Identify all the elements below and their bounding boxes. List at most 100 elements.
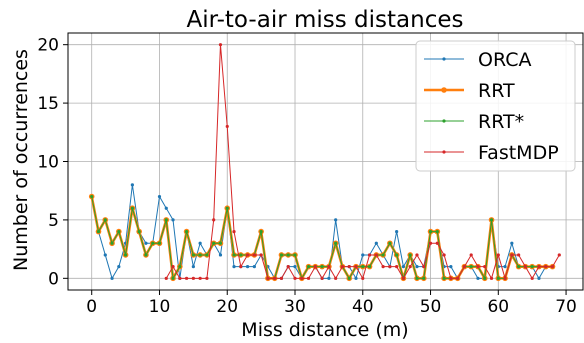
data-point xyxy=(212,241,216,245)
data-point xyxy=(178,265,182,269)
data-point xyxy=(245,253,250,257)
data-point xyxy=(510,241,514,245)
data-point xyxy=(259,229,263,234)
data-point xyxy=(178,276,182,280)
data-point xyxy=(110,241,114,245)
data-point xyxy=(483,265,487,269)
series-fastmdp xyxy=(164,43,561,280)
data-point xyxy=(347,276,351,280)
data-point xyxy=(435,229,439,234)
data-point xyxy=(212,218,216,222)
data-point xyxy=(151,241,155,245)
x-tick-label: 20 xyxy=(216,297,238,317)
data-point xyxy=(510,253,514,257)
data-point xyxy=(123,253,128,257)
data-point xyxy=(306,276,311,280)
y-tick-label: 0 xyxy=(48,269,59,289)
data-point xyxy=(164,218,168,222)
data-point xyxy=(198,253,202,257)
data-point xyxy=(395,253,399,257)
data-point xyxy=(157,194,162,199)
data-point xyxy=(225,206,229,210)
data-point xyxy=(374,253,378,257)
data-point xyxy=(110,276,114,280)
data-point xyxy=(164,276,168,280)
data-point xyxy=(130,206,134,210)
data-point xyxy=(144,241,148,245)
data-point xyxy=(117,229,121,234)
data-point xyxy=(218,43,223,47)
data-point xyxy=(381,253,385,257)
data-point xyxy=(462,265,467,269)
data-point xyxy=(476,265,480,269)
data-point xyxy=(354,276,358,280)
data-point xyxy=(476,276,480,280)
data-point xyxy=(286,265,290,269)
data-point xyxy=(232,253,236,257)
data-point xyxy=(239,253,243,257)
legend-marker xyxy=(441,87,447,93)
data-point xyxy=(293,253,297,257)
data-point xyxy=(530,265,534,269)
x-tick-label: 50 xyxy=(420,297,442,317)
data-point xyxy=(144,253,148,257)
data-point xyxy=(537,276,541,280)
data-point xyxy=(496,276,500,280)
data-point xyxy=(361,253,365,257)
data-point xyxy=(354,265,358,269)
data-point xyxy=(422,265,426,269)
data-point xyxy=(334,276,338,280)
series-layer xyxy=(88,43,561,282)
data-point xyxy=(489,218,494,222)
plot-area xyxy=(67,32,584,291)
data-point xyxy=(239,265,243,269)
data-point xyxy=(334,218,338,222)
data-point xyxy=(489,276,494,280)
data-point xyxy=(164,206,168,210)
data-point xyxy=(300,276,304,280)
data-point xyxy=(408,253,412,257)
data-point xyxy=(374,241,378,245)
data-point xyxy=(422,276,426,280)
data-point xyxy=(367,265,372,269)
data-point xyxy=(435,241,439,245)
legend-box xyxy=(415,40,576,172)
x-tick-label: 40 xyxy=(352,297,374,317)
data-point xyxy=(266,276,270,280)
data-point xyxy=(252,265,256,269)
data-point xyxy=(103,218,107,222)
data-point xyxy=(157,241,162,245)
data-point xyxy=(544,265,548,269)
data-point xyxy=(191,265,195,269)
axis-ticks: 0 10 20 30 40 50 60 70 0 5 10 15 20 xyxy=(37,36,577,317)
data-point xyxy=(232,265,236,269)
data-point xyxy=(361,265,365,269)
data-point xyxy=(293,276,297,280)
data-point xyxy=(184,276,189,280)
legend-label: FastMDP xyxy=(478,142,559,164)
data-point xyxy=(327,276,331,280)
data-point xyxy=(469,253,473,257)
data-point xyxy=(198,276,202,280)
data-point xyxy=(205,276,209,280)
legend-label: RRT xyxy=(478,80,515,102)
data-point xyxy=(137,229,141,234)
data-point xyxy=(557,253,561,257)
data-point xyxy=(279,276,284,280)
data-point xyxy=(408,265,412,269)
series-rrt- xyxy=(90,194,555,280)
data-point xyxy=(503,276,507,280)
data-point xyxy=(381,265,385,269)
y-axis-label: Number of occurrences xyxy=(10,49,32,271)
data-point xyxy=(320,265,324,269)
legend-marker xyxy=(442,150,446,154)
data-point xyxy=(90,194,94,199)
data-point xyxy=(449,276,453,280)
data-point xyxy=(347,265,351,269)
data-point xyxy=(361,276,365,280)
x-tick-label: 60 xyxy=(487,297,509,317)
data-point xyxy=(293,265,297,269)
data-point xyxy=(198,241,202,245)
data-point xyxy=(517,265,521,269)
